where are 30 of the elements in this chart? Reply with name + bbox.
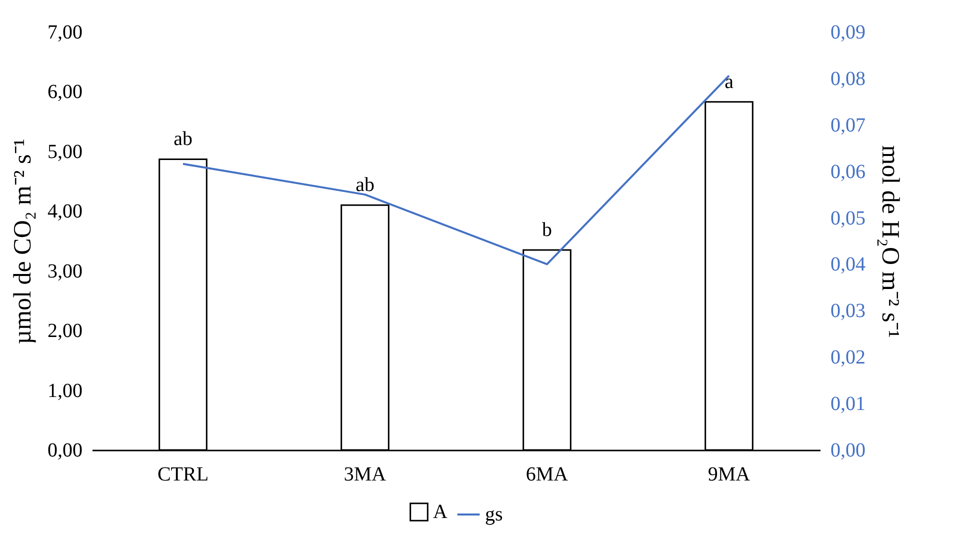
y-tick-label: 4,00 — [48, 200, 82, 223]
annotation: ab — [174, 128, 192, 150]
y2-tick-label: 0,06 — [830, 160, 866, 183]
y2-tick-label: 0,02 — [830, 346, 866, 369]
y2-tick-label: 0,08 — [830, 68, 866, 90]
y-tick-label: 5,00 — [48, 140, 82, 163]
y-tick-label: 7,00 — [48, 22, 82, 44]
x-tick-label: CTRL — [157, 464, 209, 486]
y2-tick-label: 0,07 — [830, 114, 866, 136]
y2-tick-label: 0,00 — [830, 440, 866, 462]
x-tick-label: 6MA — [526, 464, 569, 486]
annotation: b — [542, 218, 552, 241]
y-axis-title: µmol de CO₂ m⁻² s⁻¹ — [10, 138, 36, 344]
annotation: ab — [356, 174, 374, 196]
y2-tick-label: 0,03 — [830, 300, 866, 322]
y2-axis-title: mol de H₂O m⁻² s⁻¹ — [876, 145, 904, 338]
y2-tick-label: 0,04 — [830, 254, 866, 276]
y-tick-label: 3,00 — [48, 260, 82, 282]
legend-label: gs — [485, 504, 503, 526]
y2-tick-label: 0,09 — [830, 22, 866, 44]
legend-label: A — [433, 501, 448, 523]
x-tick-label: 9MA — [708, 464, 751, 486]
y2-tick-label: 0,05 — [830, 207, 866, 230]
x-tick-label: 3MA — [344, 464, 387, 486]
y2-tick-label: 0,01 — [830, 393, 866, 416]
y-tick-label: 6,00 — [48, 81, 82, 104]
y-tick-label: 0,00 — [48, 440, 82, 462]
y-tick-label: 2,00 — [48, 320, 82, 342]
annotation: a — [724, 70, 734, 93]
y-tick-label: 1,00 — [48, 380, 82, 402]
